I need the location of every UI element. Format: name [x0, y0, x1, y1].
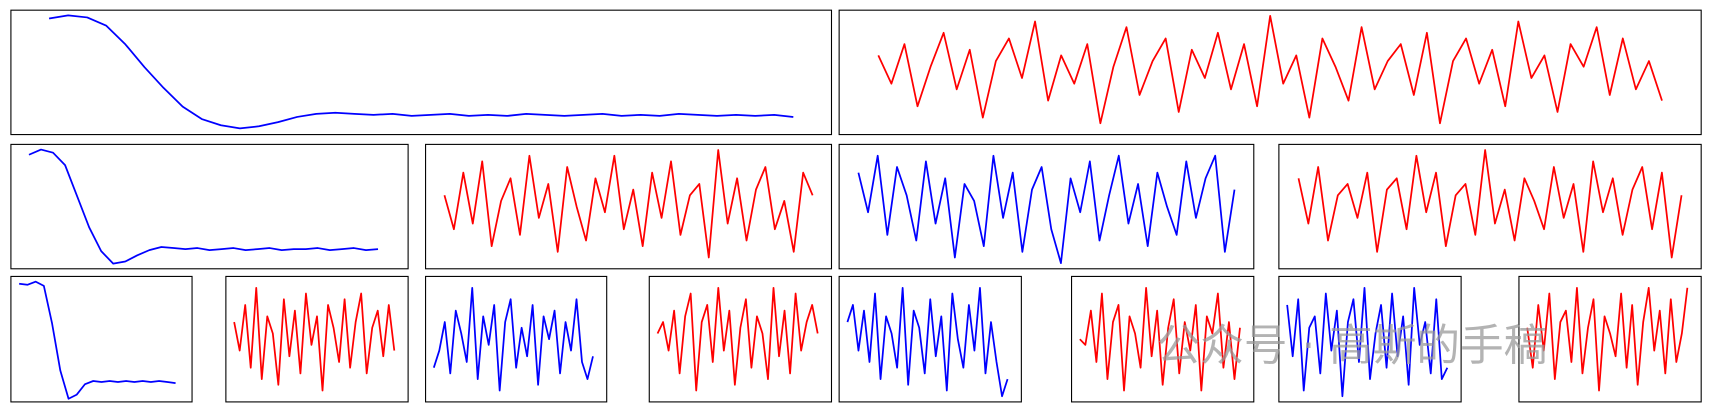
data-line	[233, 286, 396, 392]
data-line	[857, 154, 1236, 265]
panel-frame	[225, 275, 409, 403]
data-line	[48, 14, 794, 130]
panel-frame	[838, 275, 1022, 403]
data-line	[28, 148, 379, 265]
panel-frame	[838, 9, 1702, 136]
panel-frame	[425, 143, 833, 270]
data-line	[19, 280, 176, 400]
panel-frame	[1278, 275, 1462, 403]
panel-frame	[10, 9, 833, 136]
data-line	[432, 286, 594, 392]
data-line	[846, 286, 1009, 398]
panel-frame	[425, 275, 608, 403]
panel-frame	[1278, 143, 1702, 270]
data-line	[1286, 286, 1449, 398]
data-line	[1526, 286, 1689, 392]
panel-frame	[10, 275, 193, 403]
data-line	[1297, 149, 1683, 259]
panel-frame	[10, 143, 409, 270]
panel-frame	[1071, 275, 1255, 403]
data-line	[877, 14, 1663, 125]
panel-frame	[648, 275, 833, 403]
watermark: 公众号 · 高斯的手稿	[1157, 320, 1548, 371]
data-line	[443, 149, 814, 259]
panel-frame	[838, 143, 1255, 270]
panel-frame	[1518, 275, 1702, 403]
data-line	[656, 286, 819, 392]
data-line	[1079, 286, 1241, 392]
